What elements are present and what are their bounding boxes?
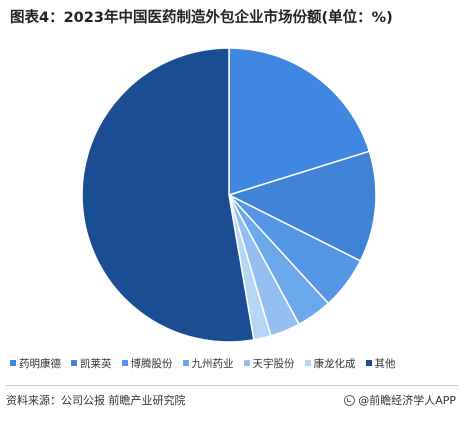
source-note: 资料来源：公司公报 前瞻产业研究院 [6,394,186,407]
legend-item: 九州药业 [182,356,234,371]
brand-watermark: @前瞻经济学人APP [344,392,456,408]
legend-label: 康龙化成 [313,357,356,370]
chart-title: 图表4：2023年中国医药制造外包企业市场份额(单位：%) [10,10,393,26]
legend-item: 博腾股份 [121,356,173,371]
brand-logo-icon [344,394,356,406]
legend-label: 药明康德 [19,357,61,370]
pie-slice-2 [227,150,377,262]
legend-label: 天宇股份 [252,357,295,370]
pie-chart [81,47,377,343]
legend-label: 博腾股份 [130,357,173,370]
legend-item: 药明康德 [10,356,61,371]
brand-label: @前瞻经济学人APP [358,394,456,407]
footer-divider [6,385,458,386]
legend-swatch [243,360,250,366]
legend-swatch [304,360,311,366]
chart-legend: 药明康德 凯莱英 博腾股份 九州药业 天宇股份 康龙化成 其他 [10,353,460,373]
pie-slice-1 [228,47,371,197]
legend-swatch [365,360,372,366]
legend-swatch [121,360,128,366]
legend-label: 其他 [374,357,396,370]
legend-swatch [10,360,16,366]
pie-slice-7 [81,47,255,343]
legend-swatch [182,360,189,366]
legend-item: 其他 [365,356,396,371]
legend-item: 凯莱英 [71,356,112,371]
legend-swatch [71,360,77,366]
legend-label: 九州药业 [191,357,234,370]
legend-item: 康龙化成 [304,356,356,371]
legend-item: 天宇股份 [243,356,295,371]
legend-label: 凯莱英 [80,357,112,370]
